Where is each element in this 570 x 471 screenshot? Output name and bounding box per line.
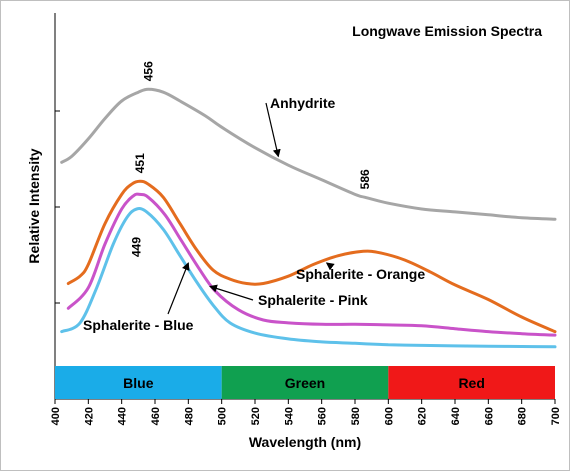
x-axis-ticks: 400 420 440 460 480 500 520 540 560 580 600 620 640 6… xyxy=(50,399,562,425)
x-tick-label: 680 xyxy=(517,407,529,425)
arrow-sphalerite-orange xyxy=(325,262,335,271)
band-red xyxy=(388,366,555,399)
series-line-sphalerite-orange xyxy=(66,179,557,334)
band-green xyxy=(221,366,389,399)
color-bands: Blue Green Red xyxy=(55,366,555,399)
arrow-sphalerite-pink xyxy=(209,284,254,301)
peak-label-449: 449 xyxy=(130,237,144,257)
annotation-anhydrite: Anhydrite xyxy=(270,95,336,111)
x-tick-label: 660 xyxy=(483,407,495,425)
x-tick-label: 420 xyxy=(83,407,95,425)
x-tick-label: 620 xyxy=(417,407,429,425)
arrow-anhydrite xyxy=(265,102,281,158)
x-tick-label: 580 xyxy=(350,407,362,425)
band-label-blue: Blue xyxy=(123,375,154,391)
x-tick-label: 600 xyxy=(383,407,395,425)
x-tick-label: 440 xyxy=(117,407,129,425)
x-tick-label: 540 xyxy=(283,407,295,425)
series-line-sphalerite-pink xyxy=(66,192,557,337)
peak-labels: 456 451 449 586 xyxy=(130,61,372,257)
x-tick-label: 400 xyxy=(50,407,62,425)
band-blue xyxy=(55,366,222,399)
band-label-green: Green xyxy=(285,375,325,391)
x-tick-label: 500 xyxy=(217,407,229,425)
y-axis-label: Relative Intensity xyxy=(26,148,42,263)
arrow-sphalerite-blue xyxy=(167,262,190,315)
annotation-sphalerite-orange: Sphalerite - Orange xyxy=(296,266,425,282)
peak-label-586: 586 xyxy=(358,169,372,189)
band-label-red: Red xyxy=(458,375,484,391)
x-axis-label: Wavelength (nm) xyxy=(249,434,361,450)
peak-label-451: 451 xyxy=(133,153,147,173)
x-tick-label: 480 xyxy=(183,407,195,425)
annotation-sphalerite-pink: Sphalerite - Pink xyxy=(258,292,368,308)
series-line-sphalerite-blue xyxy=(60,207,557,349)
peak-label-456: 456 xyxy=(141,61,155,81)
x-tick-label: 460 xyxy=(150,407,162,425)
annotation-sphalerite-blue: Sphalerite - Blue xyxy=(83,317,194,333)
annotations: Anhydrite Sphalerite - Orange Sphalerite -… xyxy=(83,95,425,333)
series-lines xyxy=(60,87,557,349)
x-tick-label: 520 xyxy=(250,407,262,425)
chart-title: Longwave Emission Spectra xyxy=(352,23,542,39)
y-axis-ticks xyxy=(55,110,60,304)
x-tick-label: 560 xyxy=(317,407,329,425)
x-tick-label: 700 xyxy=(550,407,562,425)
series-line-anhydrite xyxy=(60,87,557,221)
x-tick-label: 640 xyxy=(450,407,462,425)
